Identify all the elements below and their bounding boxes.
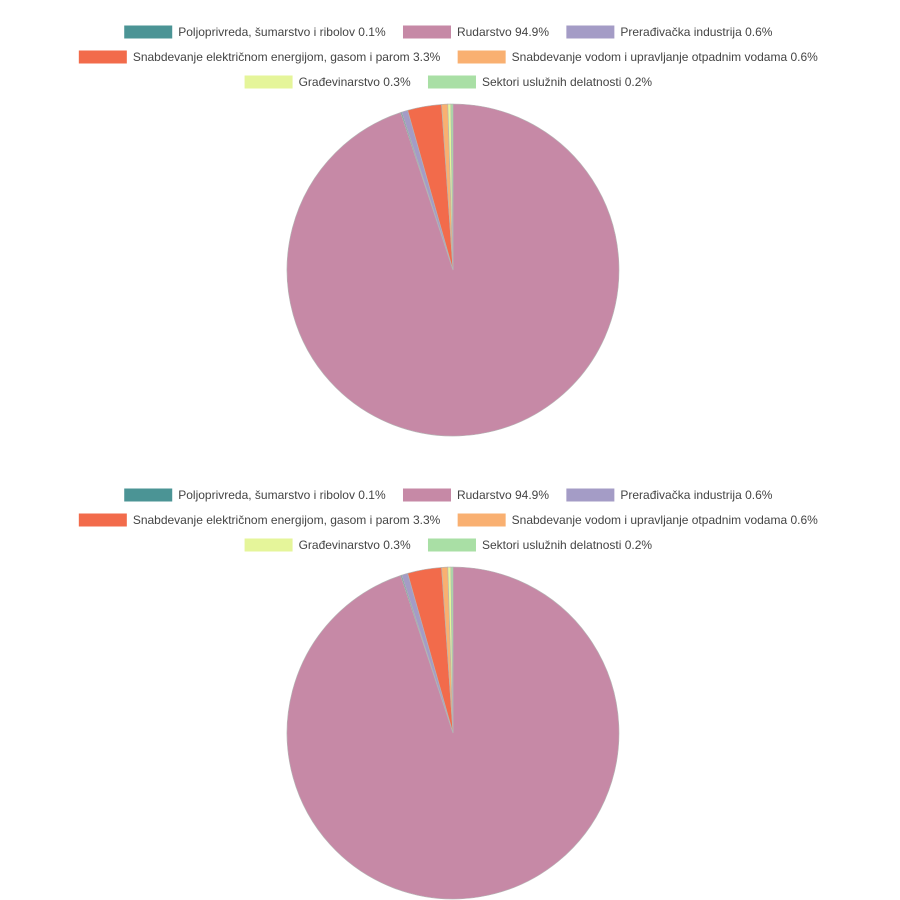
pie-slice-sektori-usluznih-delatnosti[interactable]	[450, 566, 454, 734]
legend-swatch	[78, 513, 127, 527]
legend-label: Snabdevanje električnom energijom, gasom…	[133, 50, 441, 64]
legend-item-preradivacka-industrija[interactable]: Prerađivačka industrija 0.6%	[566, 25, 773, 39]
legend-item-rudarstvo[interactable]: Rudarstvo 94.9%	[402, 25, 549, 39]
legend-label: Snabdevanje električnom energijom, gasom…	[133, 513, 441, 527]
legend-swatch	[244, 75, 293, 89]
legend-swatch	[566, 488, 615, 502]
legend-label: Poljoprivreda, šumarstvo i ribolov 0.1%	[178, 488, 386, 502]
legend-item-snabdevanje-elektricnom-energijom-gasom-i-parom[interactable]: Snabdevanje električnom energijom, gasom…	[78, 50, 441, 64]
legend-label: Građevinarstvo 0.3%	[299, 538, 411, 552]
legend-swatch	[457, 50, 506, 64]
legend-label: Sektori uslužnih delatnosti 0.2%	[482, 538, 652, 552]
legend-item-preradivacka-industrija[interactable]: Prerađivačka industrija 0.6%	[566, 488, 773, 502]
legend-label: Poljoprivreda, šumarstvo i ribolov 0.1%	[178, 25, 386, 39]
legend-swatch	[457, 513, 506, 527]
pie-chart-panel-2: Poljoprivreda, šumarstvo i ribolov 0.1% R…	[0, 463, 900, 900]
legend-item-gradevinarstvo[interactable]: Građevinarstvo 0.3%	[244, 75, 411, 89]
legend-swatch	[566, 25, 615, 39]
pie-chart-2: Poljoprivreda, šumarstvo i ribolov 0.1% R…	[78, 488, 819, 900]
pie-slices	[286, 103, 620, 437]
legend-label: Sektori uslužnih delatnosti 0.2%	[482, 75, 652, 89]
pie-slices	[286, 566, 620, 900]
legend-swatch	[244, 538, 293, 552]
pie-chart-1: Poljoprivreda, šumarstvo i ribolov 0.1% R…	[78, 25, 819, 437]
legend-item-snabdevanje-vodom-i-upravljanje-otpadnim-vodama[interactable]: Snabdevanje vodom i upravljanje otpadnim…	[457, 513, 819, 527]
legend-swatch	[402, 25, 451, 39]
pie-chart-panel-1: Poljoprivreda, šumarstvo i ribolov 0.1% R…	[78, 25, 819, 437]
legend-item-sektori-usluznih-delatnosti[interactable]: Sektori uslužnih delatnosti 0.2%	[427, 538, 652, 552]
legend-swatch	[402, 488, 451, 502]
pie-slice-sektori-usluznih-delatnosti[interactable]	[450, 103, 454, 271]
legend-label: Rudarstvo 94.9%	[457, 25, 549, 39]
legend-item-gradevinarstvo[interactable]: Građevinarstvo 0.3%	[244, 538, 411, 552]
legend-swatch	[78, 50, 127, 64]
legend-label: Snabdevanje vodom i upravljanje otpadnim…	[512, 50, 819, 64]
legend-label: Građevinarstvo 0.3%	[299, 75, 411, 89]
legend-label: Prerađivačka industrija 0.6%	[620, 488, 772, 502]
legend: Poljoprivreda, šumarstvo i ribolov 0.1% R…	[78, 25, 819, 89]
legend-swatch	[124, 488, 173, 502]
legend-swatch	[427, 538, 476, 552]
legend-item-snabdevanje-vodom-i-upravljanje-otpadnim-vodama[interactable]: Snabdevanje vodom i upravljanje otpadnim…	[457, 50, 819, 64]
legend-swatch	[427, 75, 476, 89]
legend-label: Snabdevanje vodom i upravljanje otpadnim…	[512, 513, 819, 527]
legend-swatch	[124, 25, 173, 39]
legend: Poljoprivreda, šumarstvo i ribolov 0.1% R…	[78, 488, 819, 552]
legend-label: Rudarstvo 94.9%	[457, 488, 549, 502]
legend-item-sektori-usluznih-delatnosti[interactable]: Sektori uslužnih delatnosti 0.2%	[427, 75, 652, 89]
legend-label: Prerađivačka industrija 0.6%	[620, 25, 772, 39]
legend-item-rudarstvo[interactable]: Rudarstvo 94.9%	[402, 488, 549, 502]
legend-item-poljoprivreda-sumarstvo-i-ribolov[interactable]: Poljoprivreda, šumarstvo i ribolov 0.1%	[124, 25, 386, 39]
legend-item-poljoprivreda-sumarstvo-i-ribolov[interactable]: Poljoprivreda, šumarstvo i ribolov 0.1%	[124, 488, 386, 502]
legend-item-snabdevanje-elektricnom-energijom-gasom-i-parom[interactable]: Snabdevanje električnom energijom, gasom…	[78, 513, 441, 527]
